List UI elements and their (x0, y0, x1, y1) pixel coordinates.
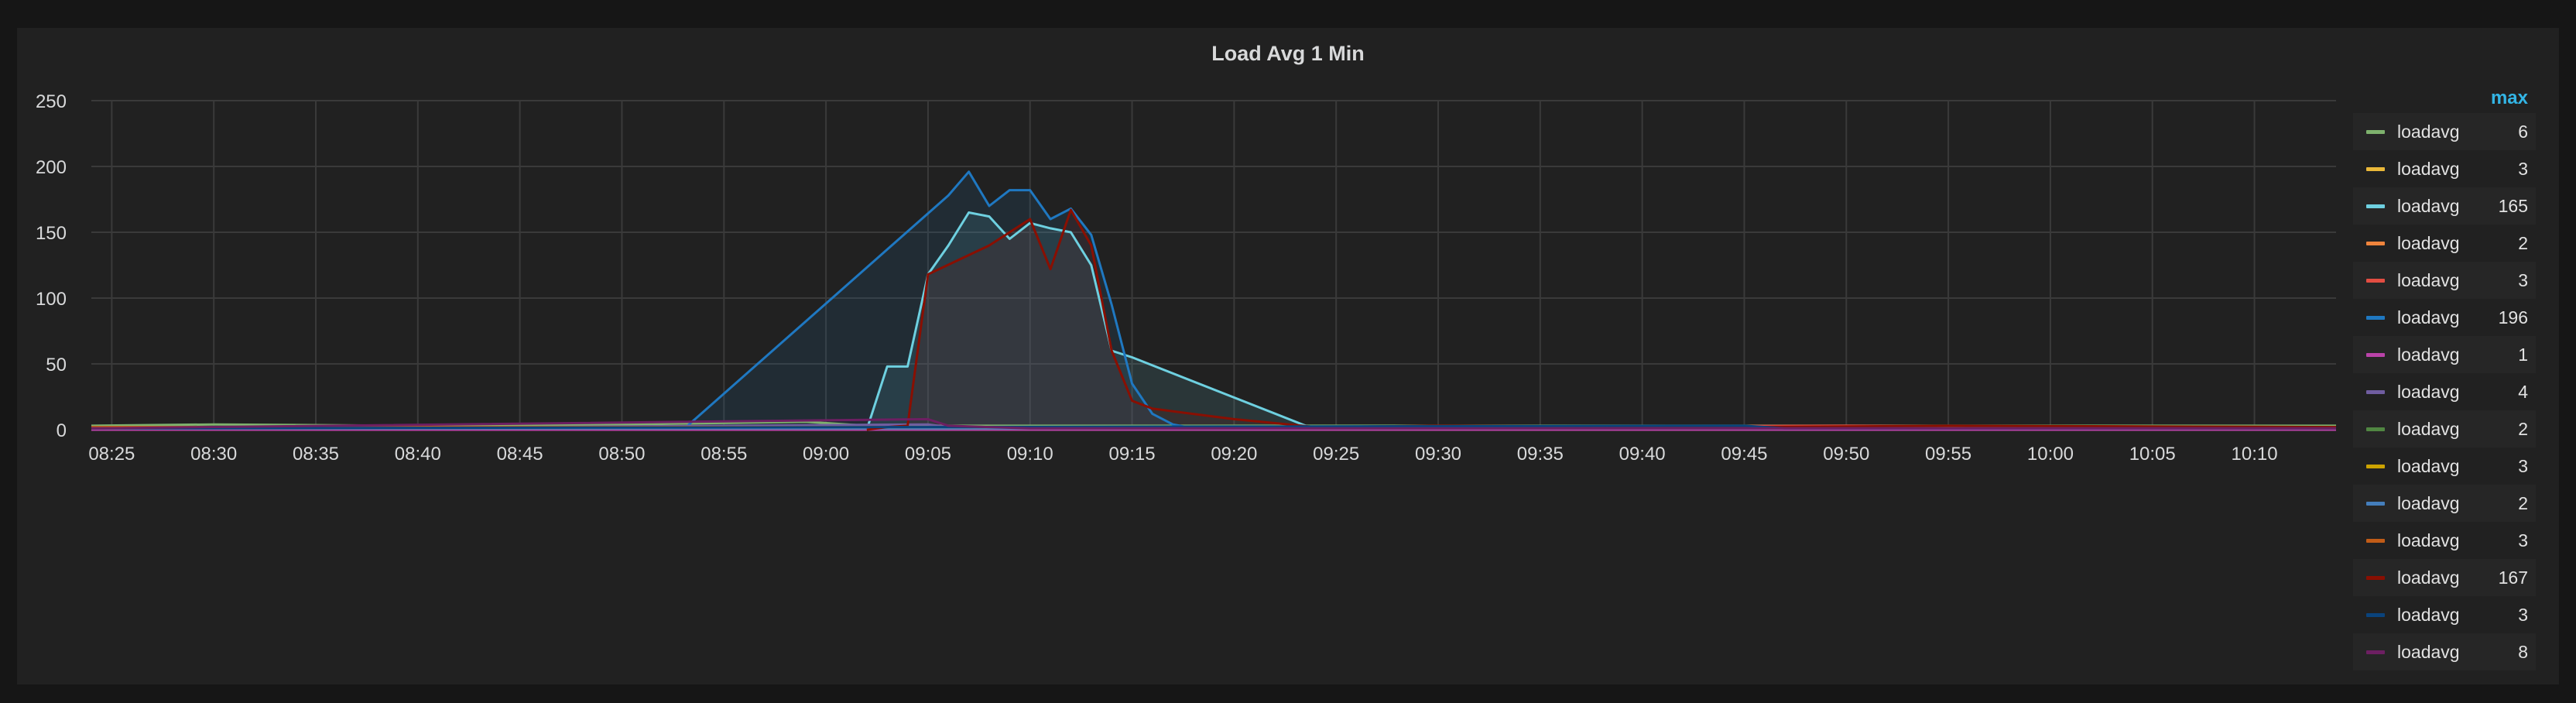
legend-swatch (2366, 465, 2385, 468)
legend-series-name[interactable]: loadavg (2397, 493, 2460, 513)
legend-max-value: 2 (2518, 419, 2528, 439)
legend-swatch (2366, 167, 2385, 171)
legend-item-13[interactable]: loadavg 167 (2353, 559, 2536, 596)
legend-max-value: 2 (2518, 493, 2528, 513)
legend-series-name[interactable]: loadavg (2397, 419, 2460, 439)
legend-swatch (2366, 427, 2385, 431)
x-tick-label: 08:25 (88, 444, 135, 465)
legend-max-value: 8 (2518, 642, 2528, 662)
x-tick-label: 09:35 (1517, 444, 1564, 465)
series-area-6 (683, 171, 1235, 430)
legend-item-3[interactable]: loadavg 165 (2353, 187, 2536, 225)
series-line-3 (865, 211, 1317, 431)
x-tick-label: 09:10 (1007, 444, 1053, 465)
x-tick-label: 09:00 (803, 444, 849, 465)
legend-item-14[interactable]: loadavg 3 (2353, 596, 2536, 633)
legend-item-15[interactable]: loadavg 8 (2353, 633, 2536, 670)
x-tick-label: 09:50 (1823, 444, 1869, 465)
legend-swatch (2366, 242, 2385, 245)
legend-max-value: 3 (2518, 605, 2528, 625)
x-tick-label: 10:00 (2027, 444, 2074, 465)
legend-max-value: 1 (2518, 345, 2528, 365)
x-tick-label: 08:55 (701, 444, 747, 465)
legend-series-name[interactable]: loadavg (2397, 605, 2460, 625)
x-tick-label: 09:45 (1721, 444, 1767, 465)
legend-series-name[interactable]: loadavg (2397, 122, 2460, 142)
legend-series-name[interactable]: loadavg (2397, 456, 2460, 476)
y-tick-label: 50 (46, 355, 67, 376)
legend-series-name[interactable]: loadavg (2397, 345, 2460, 365)
x-tick-label: 09:25 (1313, 444, 1359, 465)
legend-item-11[interactable]: loadavg 2 (2353, 485, 2536, 522)
x-tick-label: 08:50 (598, 444, 645, 465)
legend-item-10[interactable]: loadavg 3 (2353, 448, 2536, 485)
legend-swatch (2366, 390, 2385, 394)
legend-max-value: 165 (2498, 196, 2528, 216)
legend-max-value: 3 (2518, 530, 2528, 550)
x-tick-label: 09:55 (1925, 444, 1971, 465)
legend-item-12[interactable]: loadavg 3 (2353, 522, 2536, 559)
chart-legend: max loadavg 6 loadavg 3 loadavg 165 loadavg 2 lo… (2353, 84, 2536, 670)
legend-item-5[interactable]: loadavg 3 (2353, 262, 2536, 299)
x-tick-label: 09:40 (1619, 444, 1666, 465)
legend-swatch (2366, 130, 2385, 134)
legend-item-7[interactable]: loadavg 1 (2353, 336, 2536, 373)
y-tick-label: 250 (36, 91, 67, 112)
legend-swatch (2366, 316, 2385, 320)
chart-title: Load Avg 1 Min (1211, 42, 1365, 65)
x-tick-label: 08:35 (293, 444, 339, 465)
legend-series-name[interactable]: loadavg (2397, 159, 2460, 179)
legend-swatch (2366, 650, 2385, 654)
legend-max-value: 3 (2518, 270, 2528, 290)
y-tick-label: 100 (36, 289, 67, 310)
legend-series-name[interactable]: loadavg (2397, 270, 2460, 290)
x-tick-label: 08:45 (497, 444, 543, 465)
legend-swatch (2366, 204, 2385, 208)
x-tick-label: 09:05 (905, 444, 951, 465)
legend-item-8[interactable]: loadavg 4 (2353, 373, 2536, 410)
legend-swatch (2366, 539, 2385, 543)
x-tick-label: 09:20 (1211, 444, 1257, 465)
legend-swatch (2366, 502, 2385, 506)
legend-max-value: 3 (2518, 159, 2528, 179)
legend-item-6[interactable]: loadavg 196 (2353, 299, 2536, 336)
legend-series-name[interactable]: loadavg (2397, 233, 2460, 253)
legend-max-value: 4 (2518, 382, 2528, 402)
y-tick-label: 200 (36, 157, 67, 178)
legend-header-max[interactable]: max (2490, 87, 2528, 108)
legend-max-value: 3 (2518, 456, 2528, 476)
x-tick-label: 09:15 (1109, 444, 1156, 465)
legend-swatch (2366, 353, 2385, 357)
x-tick-label: 10:05 (2129, 444, 2176, 465)
series-line-6 (682, 170, 1235, 431)
legend-series-name[interactable]: loadavg (2397, 642, 2460, 662)
legend-max-value: 167 (2498, 568, 2528, 588)
x-tick-label: 09:30 (1415, 444, 1461, 465)
series-area-13 (866, 210, 2336, 430)
legend-series-name[interactable]: loadavg (2397, 307, 2460, 327)
legend-swatch (2366, 613, 2385, 617)
series-line-15 (91, 417, 2336, 430)
chart-panel (17, 28, 2559, 684)
legend-max-value: 6 (2518, 122, 2528, 142)
x-tick-label: 08:40 (395, 444, 441, 465)
legend-item-2[interactable]: loadavg 3 (2353, 150, 2536, 187)
series-area-3 (866, 212, 1316, 430)
legend-series-name[interactable]: loadavg (2397, 568, 2460, 588)
y-tick-label: 150 (36, 223, 67, 244)
legend-item-1[interactable]: loadavg 6 (2353, 113, 2536, 150)
x-tick-label: 10:10 (2232, 444, 2278, 465)
legend-item-4[interactable]: loadavg 2 (2353, 225, 2536, 262)
legend-item-9[interactable]: loadavg 2 (2353, 410, 2536, 448)
legend-series-name[interactable]: loadavg (2397, 196, 2460, 216)
legend-max-value: 2 (2518, 233, 2528, 253)
legend-max-value: 196 (2498, 307, 2528, 327)
legend-swatch (2366, 279, 2385, 283)
legend-series-name[interactable]: loadavg (2397, 530, 2460, 550)
legend-swatch (2366, 576, 2385, 580)
x-tick-label: 08:30 (190, 444, 237, 465)
y-tick-label: 0 (57, 420, 67, 441)
legend-series-name[interactable]: loadavg (2397, 382, 2460, 402)
